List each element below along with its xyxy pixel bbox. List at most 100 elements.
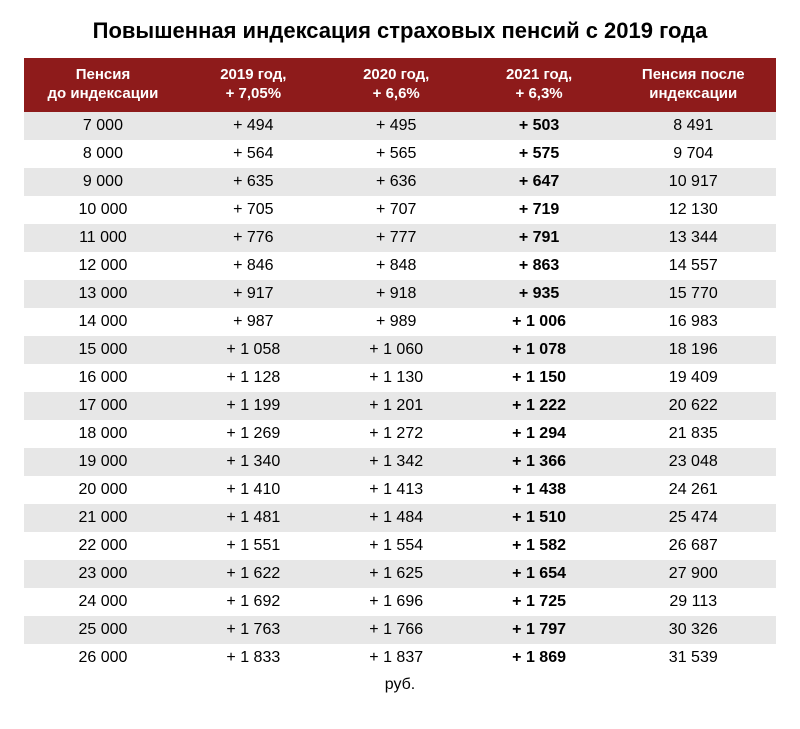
table-cell: + 1 622	[182, 560, 325, 588]
table-row: 26 000+ 1 833+ 1 837+ 1 86931 539	[24, 644, 776, 672]
table-cell: + 1 481	[182, 504, 325, 532]
column-header-line2: + 6,6%	[331, 85, 462, 104]
table-cell: 12 130	[611, 196, 776, 224]
table-cell: 16 000	[24, 364, 182, 392]
table-row: 14 000+ 987+ 989+ 1 00616 983	[24, 308, 776, 336]
table-row: 7 000+ 494+ 495+ 5038 491	[24, 112, 776, 140]
table-cell: + 1 766	[325, 616, 468, 644]
column-header-4: Пенсия послеиндексации	[611, 58, 776, 112]
table-cell: + 1 201	[325, 392, 468, 420]
table-header-row: Пенсиядо индексации2019 год,+ 7,05% 2020 …	[24, 58, 776, 112]
table-row: 13 000+ 917+ 918+ 93515 770	[24, 280, 776, 308]
table-cell: 26 000	[24, 644, 182, 672]
table-cell: 10 917	[611, 168, 776, 196]
table-cell: 23 048	[611, 448, 776, 476]
table-row: 11 000+ 776+ 777+ 79113 344	[24, 224, 776, 252]
table-cell: + 1 510	[468, 504, 611, 532]
table-cell: + 1 130	[325, 364, 468, 392]
column-header-line2: + 6,3%	[474, 85, 605, 104]
column-header-0: Пенсиядо индексации	[24, 58, 182, 112]
table-header: Пенсиядо индексации2019 год,+ 7,05% 2020 …	[24, 58, 776, 112]
table-cell: + 647	[468, 168, 611, 196]
column-header-1: 2019 год,+ 7,05%	[182, 58, 325, 112]
table-cell: + 1 342	[325, 448, 468, 476]
table-cell: + 1 410	[182, 476, 325, 504]
footer-unit: руб.	[24, 676, 776, 694]
table-cell: + 635	[182, 168, 325, 196]
table-cell: + 917	[182, 280, 325, 308]
table-cell: + 494	[182, 112, 325, 140]
table-cell: 24 000	[24, 588, 182, 616]
table-cell: + 1 060	[325, 336, 468, 364]
table-cell: 21 000	[24, 504, 182, 532]
table-cell: 20 000	[24, 476, 182, 504]
table-cell: + 1 625	[325, 560, 468, 588]
column-header-line1: 2019 год,	[188, 66, 319, 85]
column-header-line1: Пенсия после	[617, 66, 770, 85]
table-cell: 27 900	[611, 560, 776, 588]
table-row: 10 000+ 705+ 707+ 71912 130	[24, 196, 776, 224]
table-cell: + 565	[325, 140, 468, 168]
table-row: 8 000+ 564+ 565+ 5759 704	[24, 140, 776, 168]
table-cell: + 575	[468, 140, 611, 168]
page-container: Повышенная индексация страховых пенсий с…	[0, 0, 800, 704]
table-row: 25 000+ 1 763+ 1 766+ 1 79730 326	[24, 616, 776, 644]
table-cell: 15 770	[611, 280, 776, 308]
table-cell: + 1 294	[468, 420, 611, 448]
table-cell: + 1 484	[325, 504, 468, 532]
table-cell: + 503	[468, 112, 611, 140]
table-cell: 14 557	[611, 252, 776, 280]
table-cell: 13 344	[611, 224, 776, 252]
table-cell: + 1 128	[182, 364, 325, 392]
table-cell: 31 539	[611, 644, 776, 672]
table-cell: + 1 150	[468, 364, 611, 392]
table-cell: + 705	[182, 196, 325, 224]
table-cell: + 1 582	[468, 532, 611, 560]
table-cell: 19 000	[24, 448, 182, 476]
table-cell: 25 000	[24, 616, 182, 644]
table-cell: 21 835	[611, 420, 776, 448]
page-title: Повышенная индексация страховых пенсий с…	[24, 18, 776, 44]
table-row: 20 000+ 1 410+ 1 413+ 1 43824 261	[24, 476, 776, 504]
table-cell: + 1 272	[325, 420, 468, 448]
table-cell: + 1 554	[325, 532, 468, 560]
table-cell: + 848	[325, 252, 468, 280]
table-cell: 13 000	[24, 280, 182, 308]
table-row: 19 000+ 1 340+ 1 342+ 1 36623 048	[24, 448, 776, 476]
pension-table: Пенсиядо индексации2019 год,+ 7,05% 2020 …	[24, 58, 776, 672]
table-cell: + 776	[182, 224, 325, 252]
table-cell: 8 000	[24, 140, 182, 168]
table-cell: 24 261	[611, 476, 776, 504]
table-cell: 25 474	[611, 504, 776, 532]
table-cell: + 989	[325, 308, 468, 336]
table-cell: + 1 199	[182, 392, 325, 420]
table-cell: 9 000	[24, 168, 182, 196]
table-cell: 10 000	[24, 196, 182, 224]
column-header-line2: до индексации	[30, 85, 176, 104]
table-cell: + 707	[325, 196, 468, 224]
column-header-line1: 2021 год,	[474, 66, 605, 85]
table-row: 16 000+ 1 128+ 1 130+ 1 15019 409	[24, 364, 776, 392]
table-cell: + 791	[468, 224, 611, 252]
table-cell: + 1 340	[182, 448, 325, 476]
column-header-line1: 2020 год,	[331, 66, 462, 85]
table-row: 24 000+ 1 692+ 1 696+ 1 72529 113	[24, 588, 776, 616]
table-cell: + 1 797	[468, 616, 611, 644]
table-cell: 17 000	[24, 392, 182, 420]
table-cell: 19 409	[611, 364, 776, 392]
table-cell: 26 687	[611, 532, 776, 560]
column-header-line2: индексации	[617, 85, 770, 104]
table-cell: + 1 763	[182, 616, 325, 644]
table-cell: 29 113	[611, 588, 776, 616]
table-cell: + 636	[325, 168, 468, 196]
table-row: 12 000+ 846+ 848+ 86314 557	[24, 252, 776, 280]
table-cell: + 1 222	[468, 392, 611, 420]
table-row: 22 000+ 1 551+ 1 554+ 1 58226 687	[24, 532, 776, 560]
table-cell: 11 000	[24, 224, 182, 252]
table-cell: + 1 869	[468, 644, 611, 672]
table-cell: + 1 654	[468, 560, 611, 588]
table-cell: 7 000	[24, 112, 182, 140]
table-cell: 20 622	[611, 392, 776, 420]
table-cell: 9 704	[611, 140, 776, 168]
table-cell: + 1 413	[325, 476, 468, 504]
